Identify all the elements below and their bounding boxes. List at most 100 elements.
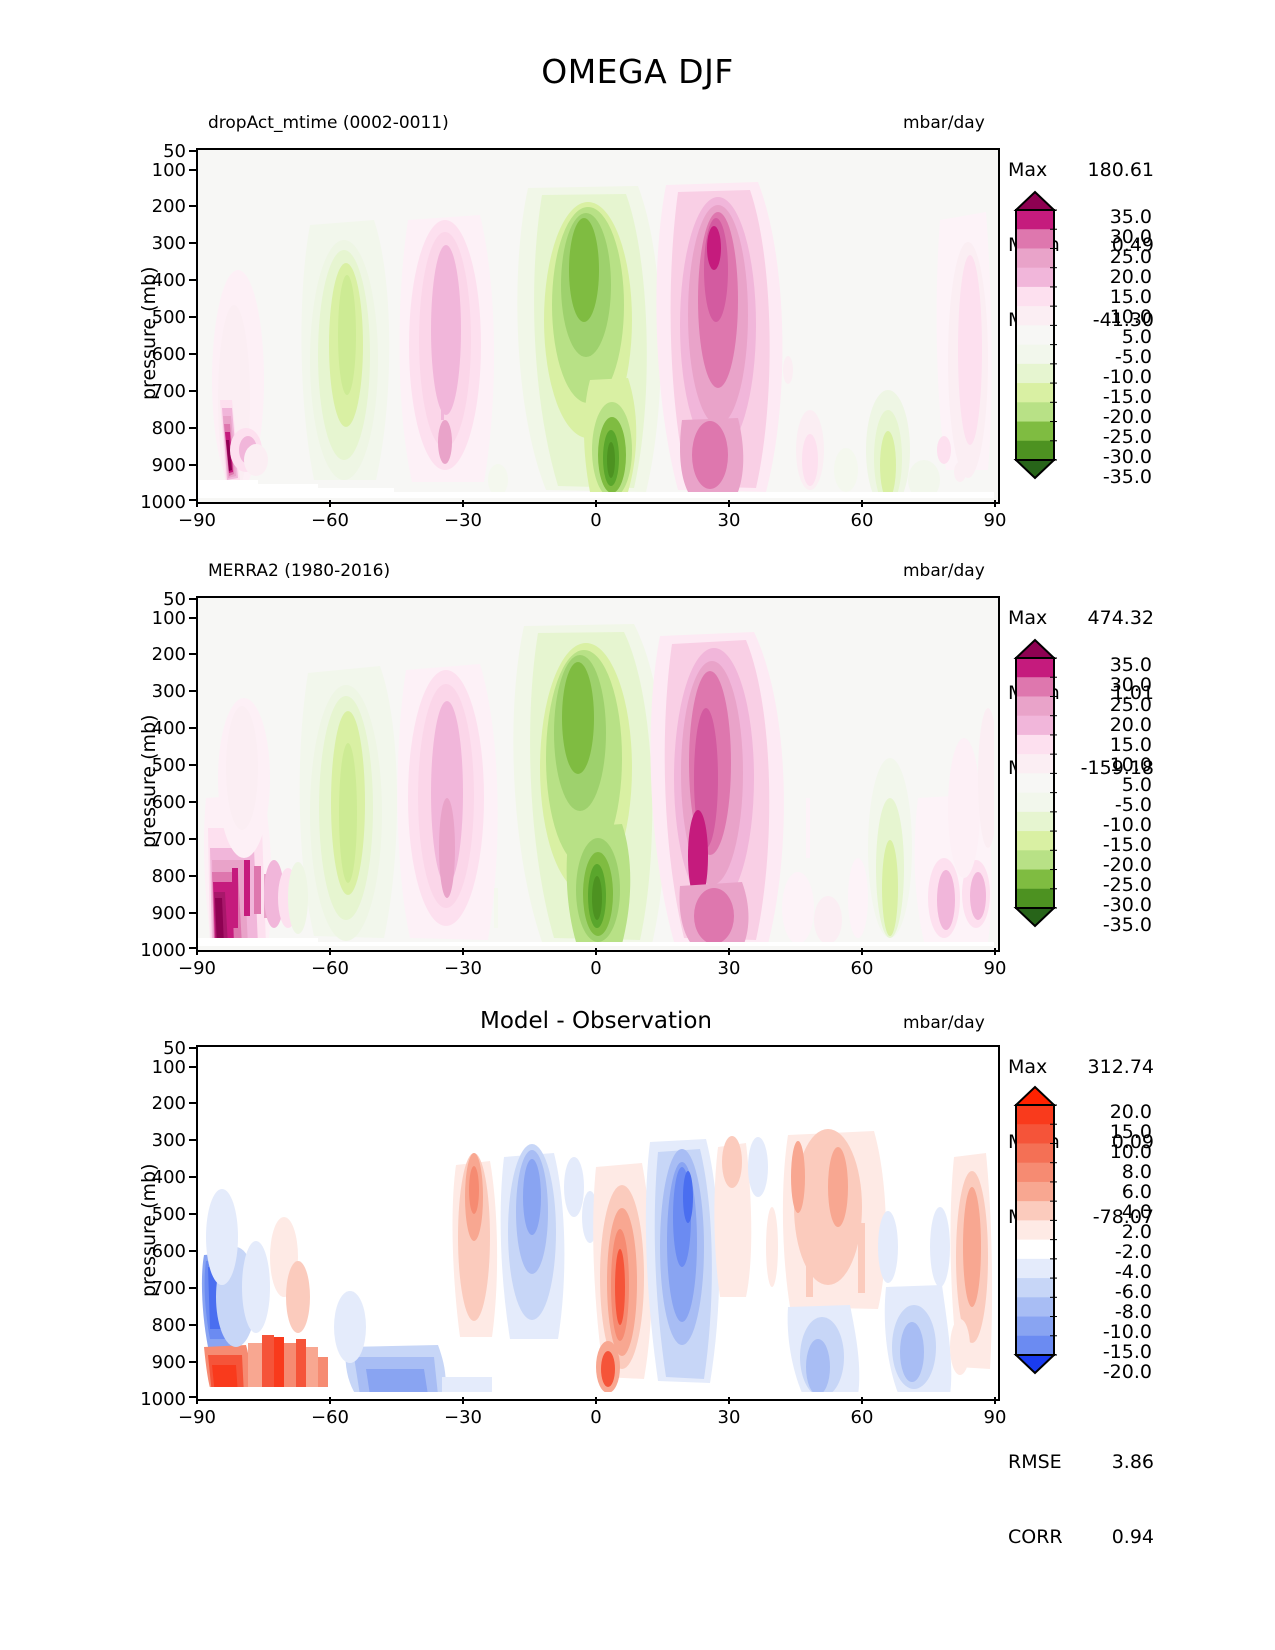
xtick--30: −30 <box>444 1407 482 1428</box>
ytick-800: 800 <box>151 1315 186 1336</box>
ytick-300: 300 <box>151 681 186 702</box>
cb-level: -25.0 <box>1102 426 1152 448</box>
cb-level: 35.0 <box>1109 654 1152 676</box>
ytick-600: 600 <box>151 1241 186 1262</box>
ytick-400: 400 <box>151 270 186 291</box>
panel-observation-colorbar <box>1012 638 1058 928</box>
cb-level: 20.0 <box>1109 1101 1152 1123</box>
ytick-500: 500 <box>151 1204 186 1225</box>
cb-level: 10.0 <box>1109 754 1152 776</box>
cb-level: 15.0 <box>1109 286 1152 308</box>
panel-observation-units: mbar/day <box>903 561 985 581</box>
ytick-300: 300 <box>151 1130 186 1151</box>
xtick-60: 60 <box>850 958 874 979</box>
cb-level: -35.0 <box>1102 914 1152 936</box>
panel-model-colorbar-labels: 35.0 30.0 25.0 20.0 15.0 10.0 5.0 -5.0 -… <box>1060 190 1170 488</box>
panel-difference-colorbar <box>1012 1085 1058 1375</box>
cb-level: 25.0 <box>1109 694 1152 716</box>
ytick-600: 600 <box>151 344 186 365</box>
xtick--90: −90 <box>178 958 216 979</box>
cb-level: 10.0 <box>1109 306 1152 328</box>
metric-key: CORR <box>1008 1526 1063 1548</box>
xtick-30: 30 <box>717 510 741 531</box>
colorbar-swatches <box>1013 1085 1057 1375</box>
ytick-500: 500 <box>151 307 186 328</box>
ytick-100: 100 <box>151 1057 186 1078</box>
ytick-300: 300 <box>151 233 186 254</box>
stat-value: 312.74 <box>1087 1056 1154 1078</box>
ytick-1000: 1000 <box>140 492 186 513</box>
cb-level: 30.0 <box>1109 226 1152 248</box>
panel-observation-plot <box>196 596 1000 952</box>
cb-level: 6.0 <box>1121 1181 1152 1203</box>
ytick-800: 800 <box>151 418 186 439</box>
metric-key: RMSE <box>1008 1451 1062 1473</box>
xtick-30: 30 <box>717 958 741 979</box>
ytick-100: 100 <box>151 608 186 629</box>
xtick--60: −60 <box>311 510 349 531</box>
ytick-200: 200 <box>151 1093 186 1114</box>
panel-difference-units: mbar/day <box>903 1013 985 1033</box>
ytick-500: 500 <box>151 755 186 776</box>
cb-level: 25.0 <box>1109 246 1152 268</box>
cb-level: -15.0 <box>1102 834 1152 856</box>
cb-level: -15.0 <box>1102 386 1152 408</box>
cb-level: -20.0 <box>1102 854 1152 876</box>
stat-key: Max <box>1008 159 1048 181</box>
cb-level: -2.0 <box>1114 1241 1152 1263</box>
panel-model-colorbar <box>1012 190 1058 480</box>
stat-value: 0.09 <box>1111 1131 1154 1153</box>
ytick-1000: 1000 <box>140 940 186 961</box>
cb-level: 30.0 <box>1109 674 1152 696</box>
ytick-800: 800 <box>151 866 186 887</box>
metric-value: 3.86 <box>1111 1451 1154 1473</box>
xtick-30: 30 <box>717 1407 741 1428</box>
figure-suptitle: OMEGA DJF <box>541 52 734 91</box>
cb-level: 5.0 <box>1121 326 1152 348</box>
stat-value: 0.49 <box>1111 234 1154 256</box>
stat-value: 180.61 <box>1087 159 1154 181</box>
panel-difference-title: Model - Observation <box>479 1008 713 1034</box>
stat-value: -78.07 <box>1092 1206 1154 1228</box>
panel-observation-label: MERRA2 (1980-2016) <box>208 561 391 581</box>
panel-observation-colorbar-labels: 35.0 30.0 25.0 20.0 15.0 10.0 5.0 -5.0 -… <box>1060 638 1170 936</box>
cb-level: -8.0 <box>1114 1301 1152 1323</box>
xtick-90: 90 <box>983 958 1007 979</box>
ytick-400: 400 <box>151 1167 186 1188</box>
panel-observation-contours <box>198 598 994 946</box>
cb-level: -10.0 <box>1102 814 1152 836</box>
panel-difference-metrics: RMSE 3.86 CORR 0.94 <box>1008 1400 1154 1600</box>
xtick-90: 90 <box>983 510 1007 531</box>
xtick--60: −60 <box>311 1407 349 1428</box>
panel-model-plot <box>196 148 1000 504</box>
panel-model-label: dropAct_mtime (0002-0011) <box>208 113 449 133</box>
xtick-60: 60 <box>850 510 874 531</box>
cb-level: -15.0 <box>1102 1341 1152 1363</box>
ytick-700: 700 <box>151 1278 186 1299</box>
metric-value: 0.94 <box>1111 1526 1154 1548</box>
ytick-100: 100 <box>151 160 186 181</box>
cb-level: -35.0 <box>1102 466 1152 488</box>
ytick-700: 700 <box>151 829 186 850</box>
cb-level: 35.0 <box>1109 206 1152 228</box>
stat-value: -41.30 <box>1092 309 1154 331</box>
xtick-60: 60 <box>850 1407 874 1428</box>
xtick--90: −90 <box>178 510 216 531</box>
colorbar-swatches <box>1013 190 1057 480</box>
cb-level: 20.0 <box>1109 714 1152 736</box>
ytick-900: 900 <box>151 903 186 924</box>
ytick-400: 400 <box>151 718 186 739</box>
cb-level: -20.0 <box>1102 406 1152 428</box>
ytick-700: 700 <box>151 381 186 402</box>
panel-model-units: mbar/day <box>903 113 985 133</box>
cb-level: 15.0 <box>1109 1121 1152 1143</box>
xtick-0: 0 <box>590 510 602 531</box>
stat-key: Max <box>1008 607 1048 629</box>
xtick-0: 0 <box>590 958 602 979</box>
ytick-900: 900 <box>151 1352 186 1373</box>
xtick-90: 90 <box>983 1407 1007 1428</box>
ytick-50: 50 <box>163 141 186 162</box>
xtick--30: −30 <box>444 510 482 531</box>
cb-level: -30.0 <box>1102 894 1152 916</box>
stat-value: 1.01 <box>1111 682 1154 704</box>
